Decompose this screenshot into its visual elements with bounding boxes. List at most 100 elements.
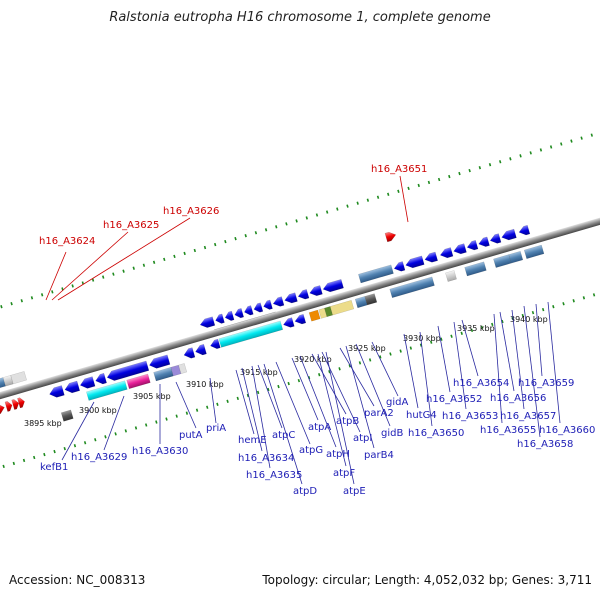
scale-tick-outer: [499, 160, 502, 164]
feature-block: [329, 300, 355, 316]
scale-tick-outer: [356, 201, 359, 205]
scale-tick-inner: [521, 313, 524, 318]
leader-line: [45, 251, 67, 301]
leader-line: [311, 353, 347, 415]
gene-label-atpb: atpB: [336, 416, 359, 427]
scale-tick-inner: [562, 302, 565, 306]
gene-label-hutg4: hutG4: [406, 410, 437, 421]
leader-line: [403, 333, 419, 409]
scale-tick-inner: [338, 367, 341, 371]
scale-tick-outer: [102, 275, 105, 279]
scale-tick-outer: [539, 148, 543, 152]
scale-tick-outer: [152, 260, 156, 264]
feature-block: [153, 367, 174, 382]
scale-tick-outer: [336, 207, 339, 211]
scale-tick-inner: [287, 381, 290, 386]
leader-line: [355, 343, 391, 427]
scale-tick-inner: [43, 452, 46, 457]
gene-label-gida: gidA: [386, 397, 408, 408]
scale-tick-inner: [429, 340, 433, 344]
gene-label-h16-a3656: h16_A3656: [490, 393, 546, 404]
gene-arrow: [210, 338, 221, 349]
gene-arrow: [95, 372, 107, 385]
scale-tick-outer: [570, 139, 573, 143]
scale-tick-outer: [40, 293, 44, 297]
scale-tick-inner: [155, 420, 158, 424]
scale-tick-inner: [94, 438, 97, 442]
tick-label-3925-kbp: 3925 kbp: [348, 344, 386, 353]
leader-line: [103, 395, 125, 451]
scale-tick-outer: [254, 231, 258, 235]
feature-block: [86, 380, 128, 401]
scale-tick-outer: [295, 219, 298, 223]
gene-arrow: [17, 397, 25, 409]
scale-tick-inner: [12, 461, 16, 466]
feature-block: [364, 293, 378, 306]
leader-line: [399, 175, 409, 223]
gene-label-h16-a3658: h16_A3658: [517, 439, 573, 450]
tick-label-3940-kbp: 3940 kbp: [510, 315, 548, 324]
scale-tick-outer: [458, 171, 461, 176]
scale-tick-labels: 3895 kbp 3900 kbp 3905 kbp 3910 kbp 3915 kbp…: [24, 315, 548, 428]
leader-line: [299, 355, 337, 448]
scale-tick-outer: [163, 257, 166, 262]
leader-line: [493, 313, 503, 424]
gene-arrow: [294, 313, 307, 325]
scale-tick-inner: [63, 446, 66, 451]
gene-arrow: [79, 376, 96, 389]
gene-label-atph: atpH: [326, 449, 350, 460]
gene-arrow: [272, 296, 285, 307]
gene-label-h16-a3629: h16_A3629: [71, 452, 127, 463]
gene-features: [0, 224, 545, 422]
gene-label-h16-a3660: h16_A3660: [539, 425, 595, 436]
scale-tick-inner: [440, 337, 443, 341]
gene-arrow: [478, 236, 490, 247]
reverse-gene-labels: h16_A3624 h16_A3625 h16_A3626 h16_A3651: [39, 164, 427, 247]
scale-tick-outer: [10, 302, 13, 306]
scale-tick-outer: [580, 136, 583, 140]
scale-tick-outer: [132, 266, 135, 270]
reverse-gene-leaders: [45, 175, 409, 301]
gene-arrow: [284, 292, 298, 304]
scale-tick-outer: [224, 239, 227, 244]
gene-arrow: [424, 251, 438, 263]
scale-tick-outer: [519, 154, 522, 158]
scale-tick-outer: [468, 168, 471, 173]
scale-tick-inner: [389, 352, 392, 356]
gene-arrow: [297, 289, 310, 300]
feature-block: [213, 311, 276, 331]
scale-tick-outer: [366, 198, 370, 202]
gene-label-pria: priA: [206, 423, 226, 434]
gene-arrow: [4, 401, 13, 412]
forward-gene-leaders: [61, 301, 561, 485]
gene-label-h16-a3626: h16_A3626: [163, 206, 219, 217]
scale-tick-inner: [33, 455, 36, 460]
tick-label-3920-kbp: 3920 kbp: [294, 355, 332, 364]
scale-tick-outer: [122, 269, 125, 273]
map-title: Ralstonia eutropha H16 chromosome 1, com…: [109, 10, 491, 25]
scale-tick-inner: [501, 319, 504, 324]
scale-tick-inner: [582, 296, 586, 300]
gene-arrow: [224, 310, 235, 321]
leader-line: [57, 217, 191, 301]
leader-line: [209, 377, 217, 424]
leader-line: [345, 345, 375, 449]
gene-arrow: [384, 231, 397, 243]
feature-block: [126, 373, 151, 390]
scale-tick-outer: [376, 195, 380, 199]
scale-tick-outer: [417, 183, 420, 188]
scale-tick-outer: [0, 305, 3, 309]
feature-block: [508, 250, 524, 264]
scale-tick-outer: [325, 210, 329, 214]
scale-tick-inner: [73, 444, 77, 448]
feature-block: [523, 244, 545, 259]
gene-arrow: [405, 255, 425, 269]
gene-arrow: [244, 305, 254, 316]
feature-block: [493, 254, 512, 268]
scale-tick-inner: [267, 387, 270, 392]
scale-tick-inner: [236, 396, 239, 401]
scale-tick-outer: [305, 216, 308, 220]
gene-label-heme: hemE: [238, 435, 267, 446]
gene-arrow: [64, 380, 81, 394]
